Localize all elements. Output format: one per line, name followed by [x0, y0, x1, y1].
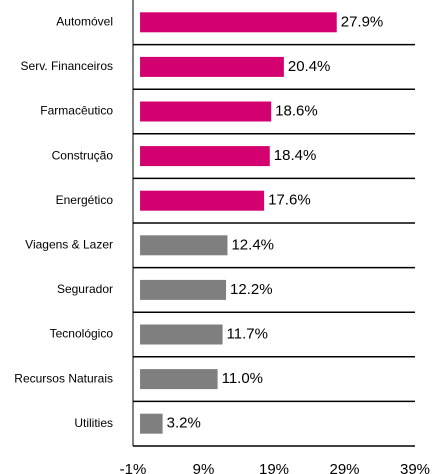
- value-label: 20.4%: [288, 58, 331, 75]
- y-tick-label: Segurador: [57, 282, 113, 296]
- bar: [140, 413, 163, 434]
- x-tick-label: 39%: [400, 461, 430, 474]
- value-label: 3.2%: [167, 415, 201, 432]
- bar: [140, 235, 228, 256]
- y-tick-label: Recursos Naturais: [14, 371, 113, 385]
- y-tick-label: Tecnológico: [50, 327, 114, 341]
- value-label: 11.7%: [227, 325, 268, 342]
- y-tick-label: Construção: [52, 148, 114, 162]
- bar: [140, 101, 272, 122]
- value-label: 12.4%: [231, 236, 274, 253]
- value-label: 11.0%: [222, 370, 263, 387]
- value-label: 27.9%: [341, 13, 384, 30]
- y-tick-label: Automóvel: [56, 14, 113, 28]
- value-label: 17.6%: [268, 192, 311, 209]
- value-label: 18.6%: [275, 102, 318, 119]
- bar: [140, 12, 337, 33]
- bar: [140, 146, 270, 167]
- y-tick-label: Serv. Financeiros: [21, 59, 113, 73]
- x-tick-label: 19%: [259, 461, 289, 474]
- y-tick-label: Farmacêutico: [40, 104, 113, 118]
- x-tick-label: -1%: [120, 461, 147, 474]
- value-label: 18.4%: [274, 147, 317, 164]
- bar: [140, 369, 218, 390]
- y-tick-label: Utilities: [74, 416, 113, 430]
- value-label: 12.2%: [230, 281, 273, 298]
- x-tick-label: 29%: [329, 461, 359, 474]
- bar: [140, 190, 265, 211]
- y-tick-label: Viagens & Lazer: [25, 237, 113, 251]
- bar: [140, 279, 227, 300]
- x-tick-label: 9%: [193, 461, 215, 474]
- y-tick-label: Energético: [56, 193, 114, 207]
- bar: [140, 324, 223, 345]
- bar: [140, 56, 284, 77]
